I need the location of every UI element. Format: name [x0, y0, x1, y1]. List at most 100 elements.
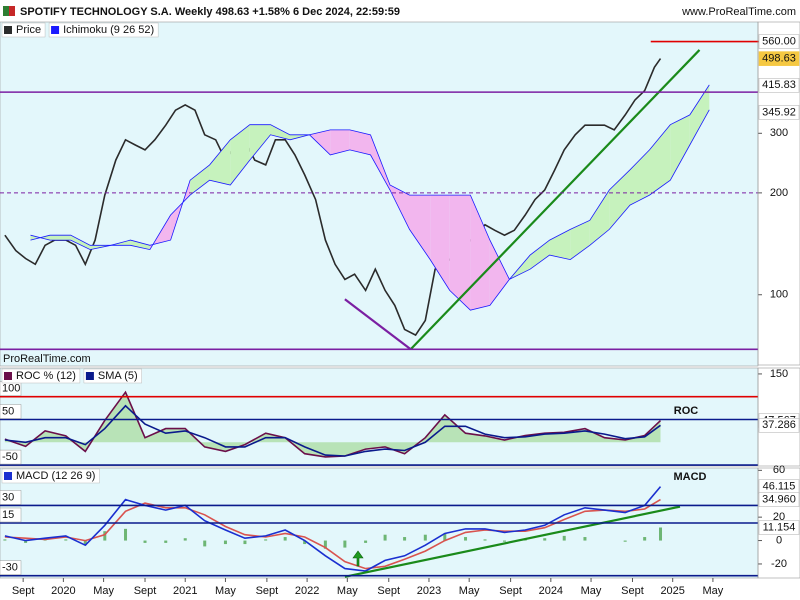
- cloud-segment: [589, 190, 610, 246]
- cloud-segment: [449, 195, 471, 311]
- x-tick-label: Sept: [377, 585, 400, 597]
- level-label: 15: [2, 509, 14, 521]
- legend-swatch: [51, 26, 60, 34]
- price-marker-label: 415.83: [762, 79, 796, 91]
- price-marker-label: 37.286: [762, 419, 796, 431]
- legend-box: [1, 22, 46, 38]
- cloud-segment: [249, 124, 271, 161]
- legend-label: ROC % (12): [16, 370, 76, 382]
- cloud-edge: [30, 109, 710, 280]
- cloud-segment: [370, 134, 390, 190]
- logo: [3, 6, 9, 16]
- cloud-segment: [190, 164, 210, 196]
- histogram-bar: [24, 540, 28, 543]
- legend-swatch: [4, 472, 12, 480]
- series-line: [4, 486, 662, 572]
- cloud-segment: [489, 240, 510, 306]
- axis-background: [757, 467, 800, 579]
- axis-background: [757, 21, 800, 366]
- histogram-bar: [264, 539, 268, 541]
- price-marker-label: 34.960: [762, 494, 796, 506]
- price-marker: [758, 492, 800, 507]
- x-tick-label: May: [93, 585, 114, 597]
- histogram-bar: [3, 539, 7, 541]
- price-marker: [758, 418, 800, 433]
- level-label-box: [0, 507, 22, 523]
- legend-box: [1, 468, 100, 484]
- price-marker-label: 46.115: [763, 480, 796, 492]
- cloud-segment: [689, 84, 710, 145]
- price-marker: [758, 520, 800, 535]
- logo: [9, 6, 15, 16]
- level-label: 100: [2, 383, 20, 395]
- y-tick-label: 0: [776, 534, 782, 546]
- price-marker: [758, 105, 800, 120]
- histogram-bar: [543, 538, 547, 541]
- series-line: [4, 58, 662, 337]
- level-label: 50: [2, 405, 14, 417]
- level-label-box: [0, 490, 22, 505]
- cloud-segment: [609, 169, 630, 230]
- histogram-bar: [443, 533, 447, 541]
- site: www.ProRealTime.com: [681, 6, 796, 18]
- y-tick-label: 200: [770, 187, 788, 199]
- cloud-segment: [549, 229, 571, 260]
- cloud-segment: [209, 139, 231, 185]
- cloud-segment: [570, 220, 590, 260]
- cloud-segment: [50, 235, 71, 241]
- histogram-bar: [83, 540, 87, 546]
- histogram-bar: [243, 540, 247, 545]
- cloud-segment: [409, 195, 431, 260]
- histogram-bar: [64, 539, 68, 541]
- cloud-segment: [670, 114, 690, 181]
- histogram-bar: [583, 537, 587, 541]
- cloud-segment: [649, 124, 671, 196]
- legend-box: [1, 368, 81, 384]
- chart-title: SPOTIFY TECHNOLOGY S.A. Weekly 498.63 +1…: [20, 6, 400, 18]
- x-tick-label: May: [703, 585, 724, 597]
- plot-area: [4, 390, 662, 458]
- y-tick-label: 150: [770, 368, 788, 380]
- histogram-bar: [323, 540, 327, 549]
- x-tick-label: Sept: [499, 585, 522, 597]
- histogram-bar: [364, 540, 368, 543]
- legend-swatch: [4, 26, 12, 34]
- x-tick-label: Sept: [256, 585, 279, 597]
- x-tick-label: May: [459, 585, 480, 597]
- histogram-bar: [303, 540, 307, 545]
- x-tick-label: Sept: [12, 585, 35, 597]
- histogram-bar: [164, 540, 168, 543]
- x-tick-label: Sept: [621, 585, 644, 597]
- area: [4, 392, 661, 457]
- legend-box: [48, 22, 159, 38]
- x-tick-label: 2021: [173, 585, 197, 597]
- price-marker: [758, 51, 800, 66]
- histogram-bar: [103, 531, 107, 541]
- series-line: [4, 404, 661, 457]
- x-tick-label: 2020: [51, 585, 75, 597]
- level-label-box: [0, 404, 22, 419]
- histogram-bar: [483, 539, 487, 541]
- arrow: [352, 550, 364, 567]
- cloud-edge: [30, 84, 710, 311]
- axis-background: [757, 367, 800, 467]
- watermark: ProRealTime.com: [3, 353, 91, 365]
- price-marker-label: 11.154: [763, 521, 796, 533]
- cloud-segment: [390, 185, 410, 230]
- legend-label: MACD (12 26 9): [16, 470, 95, 482]
- level-label: -50: [2, 451, 18, 463]
- x-tick-label: May: [581, 585, 602, 597]
- y-tick-label: -20: [771, 558, 787, 570]
- level-label: -30: [2, 562, 18, 574]
- histogram-bar: [403, 537, 407, 541]
- cloud-segment: [130, 240, 150, 250]
- price-marker: [758, 78, 800, 93]
- cloud-segment: [530, 240, 550, 270]
- legend-swatch: [4, 372, 12, 380]
- histogram-bar: [423, 534, 427, 541]
- histogram-bar: [383, 534, 387, 541]
- legend-label: Ichimoku (9 26 52): [63, 24, 154, 36]
- histogram-bar: [464, 537, 468, 541]
- plot-area: [4, 49, 710, 351]
- legend-box: [83, 368, 142, 384]
